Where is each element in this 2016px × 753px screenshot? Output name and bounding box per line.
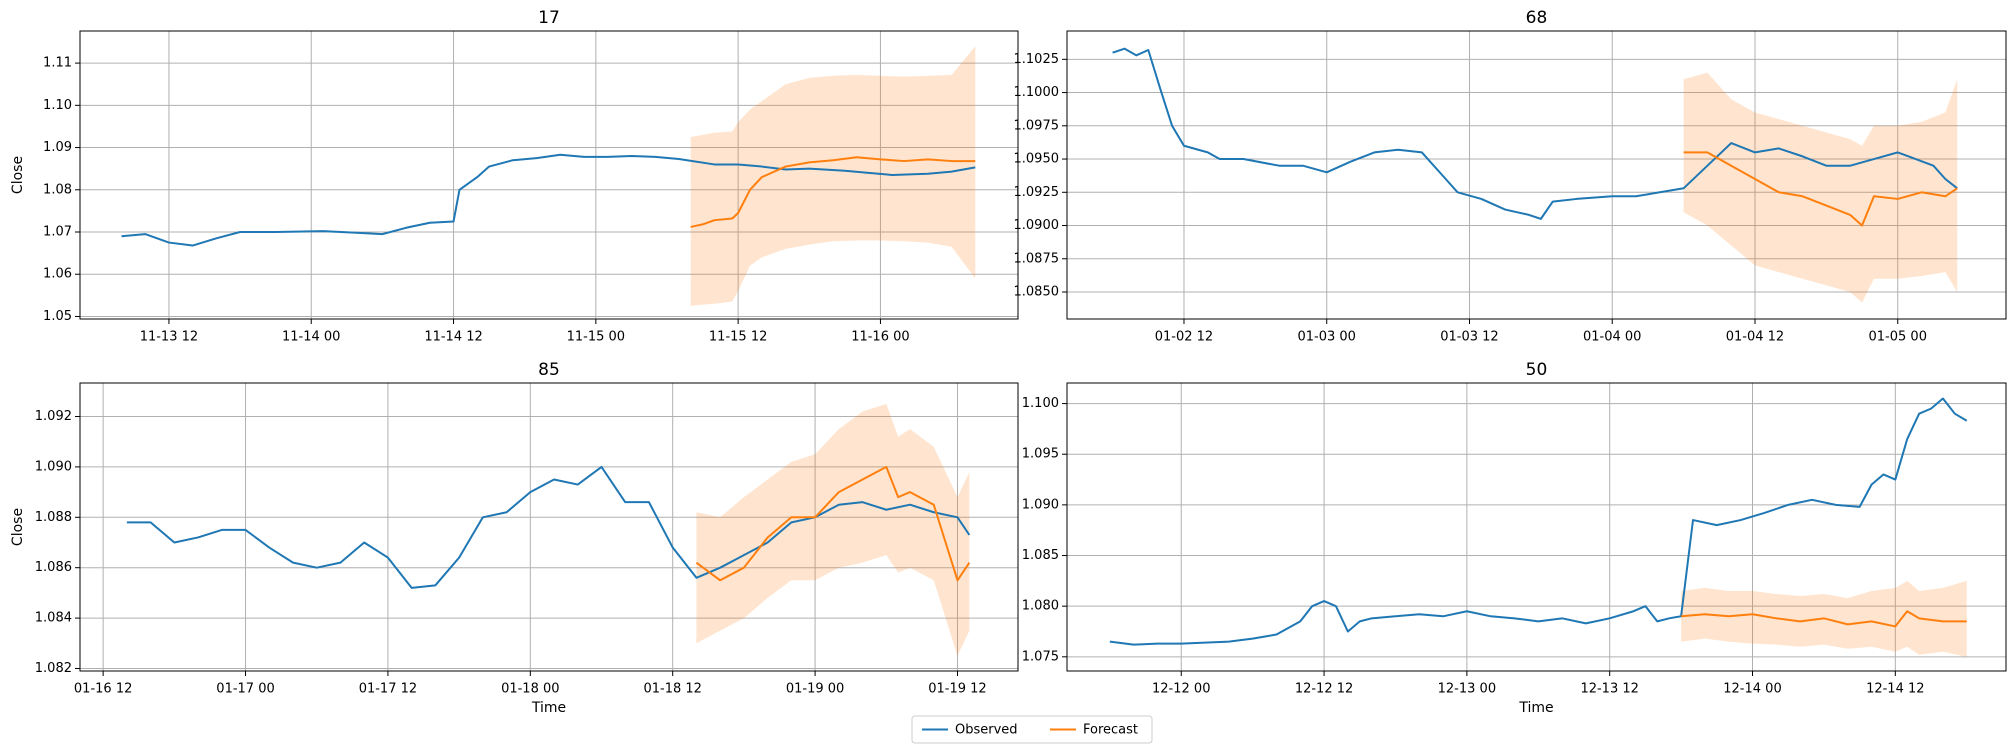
y-tick-label: 1.095 <box>1022 447 1059 462</box>
series-line <box>690 156 976 228</box>
x-tick-label: 12-13 12 <box>1580 682 1638 697</box>
series-line <box>1112 47 1958 220</box>
legend: Observed Forecast <box>911 715 1153 744</box>
forecast-band <box>1683 72 1958 303</box>
x-tick-label: 11-14 12 <box>424 330 482 345</box>
y-tick-label: 1.0875 <box>1014 251 1060 266</box>
x-tick-label: 12-12 00 <box>1152 682 1210 697</box>
y-tick-label: 1.0950 <box>1014 152 1060 167</box>
series-line <box>1681 610 1967 628</box>
subplot: 1.0850 1.0875 1.0900 1.0925 1.0950 1.0975 1.10… <box>1014 8 2007 345</box>
legend-label: Observed <box>955 723 1018 738</box>
y-tick-label: 1.09 <box>43 140 72 155</box>
plot-frame <box>1066 382 2007 672</box>
y-tick-label: 1.075 <box>1022 649 1059 664</box>
plot-frame <box>1066 30 2007 320</box>
subplot: 1.075 1.080 1.085 1.090 1.095 1.100 12-12 00 12… <box>1022 360 2007 716</box>
y-tick-label: 1.085 <box>1022 548 1059 563</box>
y-tick-label: 1.05 <box>43 309 72 324</box>
y-tick-label: 1.082 <box>35 661 72 676</box>
series-line <box>695 465 971 582</box>
subplot-title: 68 <box>1526 8 1548 28</box>
x-axis-label: Time <box>1518 700 1553 716</box>
legend-label: Forecast <box>1083 723 1138 738</box>
x-tick-label: 11-15 00 <box>567 330 625 345</box>
subplot-title: 17 <box>538 8 560 28</box>
y-tick-label: 1.090 <box>35 459 72 474</box>
series-line <box>126 465 971 589</box>
forecast-band <box>696 403 970 656</box>
x-tick-label: 12-13 00 <box>1438 682 1496 697</box>
x-tick-label: 01-18 00 <box>501 682 559 697</box>
x-tick-label: 01-17 00 <box>216 682 274 697</box>
y-tick-label: 1.11 <box>43 56 72 71</box>
x-tick-label: 01-02 12 <box>1155 330 1213 345</box>
subplot-title: 85 <box>538 360 560 380</box>
subplot: 1.05 1.06 1.07 1.08 1.09 1.10 1.11 11-13 12 11-1… <box>10 8 1019 345</box>
y-tick-label: 1.08 <box>43 182 72 197</box>
y-tick-label: 1.080 <box>1022 599 1059 614</box>
y-tick-label: 1.084 <box>35 611 72 626</box>
subplot: 1.082 1.084 1.086 1.088 1.090 1.092 01-16 12 01… <box>10 360 1019 716</box>
y-tick-label: 1.092 <box>35 409 72 424</box>
legend-frame <box>911 715 1153 744</box>
x-tick-label: 11-16 00 <box>851 330 909 345</box>
x-tick-label: 01-18 12 <box>643 682 701 697</box>
forecast-band <box>690 46 976 306</box>
plot-frame <box>79 30 1019 320</box>
x-tick-label: 11-14 00 <box>282 330 340 345</box>
y-axis-label: Close <box>10 156 26 194</box>
x-tick-label: 12-14 12 <box>1866 682 1924 697</box>
y-tick-label: 1.1025 <box>1014 52 1060 67</box>
subplot-title: 50 <box>1526 360 1548 380</box>
x-axis-label: Time <box>531 700 566 716</box>
y-axis-label: Close <box>10 508 26 546</box>
series-line <box>1683 151 1958 227</box>
y-tick-label: 1.090 <box>1022 497 1059 512</box>
x-tick-label: 01-03 12 <box>1440 330 1498 345</box>
x-tick-label: 01-19 12 <box>928 682 986 697</box>
x-tick-label: 01-17 12 <box>359 682 417 697</box>
x-tick-label: 01-19 00 <box>786 682 844 697</box>
x-tick-label: 12-12 12 <box>1295 682 1353 697</box>
x-tick-label: 12-14 00 <box>1723 682 1781 697</box>
x-tick-label: 01-04 00 <box>1583 330 1641 345</box>
y-tick-label: 1.0975 <box>1014 118 1060 133</box>
x-tick-label: 01-03 00 <box>1298 330 1356 345</box>
x-tick-label: 01-16 12 <box>74 682 132 697</box>
x-tick-label: 01-05 00 <box>1869 330 1927 345</box>
series-line <box>121 153 976 247</box>
y-tick-label: 1.088 <box>35 510 72 525</box>
y-tick-label: 1.07 <box>43 225 72 240</box>
y-tick-label: 1.0850 <box>1014 285 1060 300</box>
plot-frame <box>79 382 1019 672</box>
y-tick-label: 1.0925 <box>1014 185 1060 200</box>
x-tick-label: 11-15 12 <box>709 330 767 345</box>
y-tick-label: 1.06 <box>43 267 72 282</box>
x-tick-label: 11-13 12 <box>140 330 198 345</box>
series-line <box>1109 397 1968 646</box>
y-tick-label: 1.1000 <box>1014 85 1060 100</box>
y-tick-label: 1.086 <box>35 560 72 575</box>
y-tick-label: 1.0900 <box>1014 218 1060 233</box>
x-tick-label: 01-04 12 <box>1726 330 1784 345</box>
y-tick-label: 1.10 <box>43 98 72 113</box>
y-tick-label: 1.100 <box>1022 396 1059 411</box>
